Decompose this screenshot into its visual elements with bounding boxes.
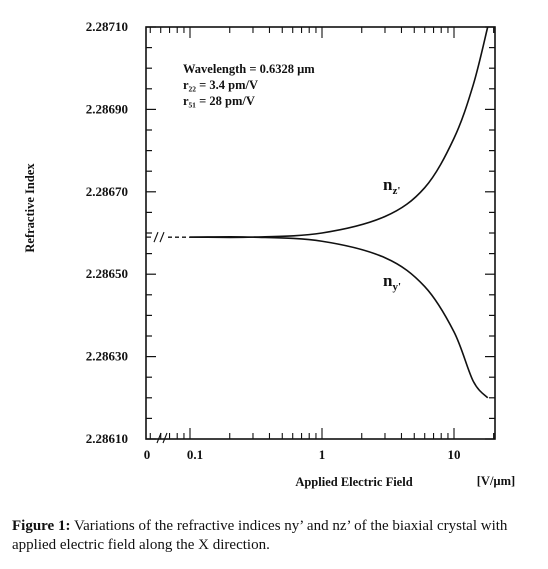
x-break-mark: [156, 432, 168, 444]
x-tick-label: 0.1: [187, 447, 203, 462]
y-tick-label: 2.28630: [86, 349, 128, 364]
figure-label: Figure 1:: [12, 518, 71, 534]
y-tick-labels: 2.28610 2.28630 2.28650 2.28670 2.28690 2.287…: [86, 19, 128, 446]
series-line-ny: [189, 236, 489, 399]
annotation-r51: r₅₁ = 28 pm/V: [183, 94, 255, 108]
series-label-ny: ny': [383, 271, 401, 293]
annotation-wavelength: Wavelength = 0.6328 µm: [183, 62, 315, 76]
series-label-nz: nz': [383, 175, 400, 197]
x-tick-label: 1: [319, 447, 326, 462]
axis-ticks: [146, 26, 495, 440]
y-tick-label: 2.28710: [86, 19, 128, 34]
y-tick-label: 2.28650: [86, 266, 128, 281]
x-tick-label: 0: [144, 447, 151, 462]
x-axis-title: Applied Electric Field: [295, 475, 412, 489]
x-axis-unit: [V/µm]: [477, 474, 515, 488]
y-tick-label: 2.28610: [86, 431, 128, 446]
figure-caption: Figure 1: Variations of the refractive i…: [12, 517, 540, 555]
axis-break-marks: [146, 231, 168, 444]
y-tick-label: 2.28670: [86, 184, 128, 199]
y-tick-label: 2.28690: [86, 101, 128, 116]
refractive-index-chart: 2.28610 2.28630 2.28650 2.28670 2.28690 2.287…: [23, 19, 515, 489]
figure-caption-text: Variations of the refractive indices ny’…: [12, 518, 508, 553]
x-tick-label: 10: [448, 447, 461, 462]
series-lines: [168, 26, 489, 399]
annotation-r22: r₂₂ = 3.4 pm/V: [183, 78, 258, 92]
series-line-nz: [189, 26, 489, 239]
y-axis-title: Refractive Index: [23, 163, 37, 253]
y-break-mark: [153, 231, 165, 243]
x-tick-labels: 0 0.1 1 10: [144, 447, 461, 462]
